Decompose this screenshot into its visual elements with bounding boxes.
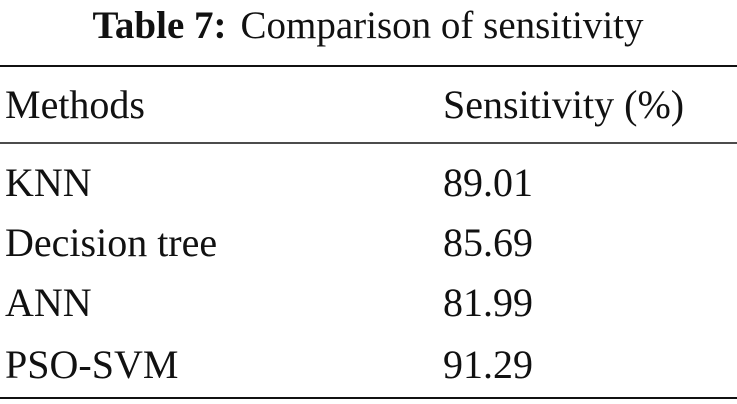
sensitivity-cell: 81.99 (443, 280, 533, 325)
caption-label: Table 7: (92, 4, 226, 47)
sensitivity-cell: 91.29 (443, 342, 533, 387)
sensitivity-cell: 89.01 (443, 160, 533, 205)
method-cell: ANN (5, 280, 92, 325)
method-cell: KNN (5, 160, 92, 205)
header-cell: Sensitivity (%) (443, 82, 684, 127)
table-caption: Table 7: Comparison of sensitivity (92, 4, 644, 47)
caption-title: Comparison of sensitivity (241, 4, 644, 47)
sensitivity-cell: 85.69 (443, 220, 533, 265)
method-cell: PSO-SVM (5, 342, 178, 387)
method-cell: Decision tree (5, 220, 217, 265)
header-cell: Methods (5, 82, 145, 127)
table-body: KNN 89.01 Decision tree 85.69 ANN 81.99 PSO-SV… (5, 160, 533, 387)
